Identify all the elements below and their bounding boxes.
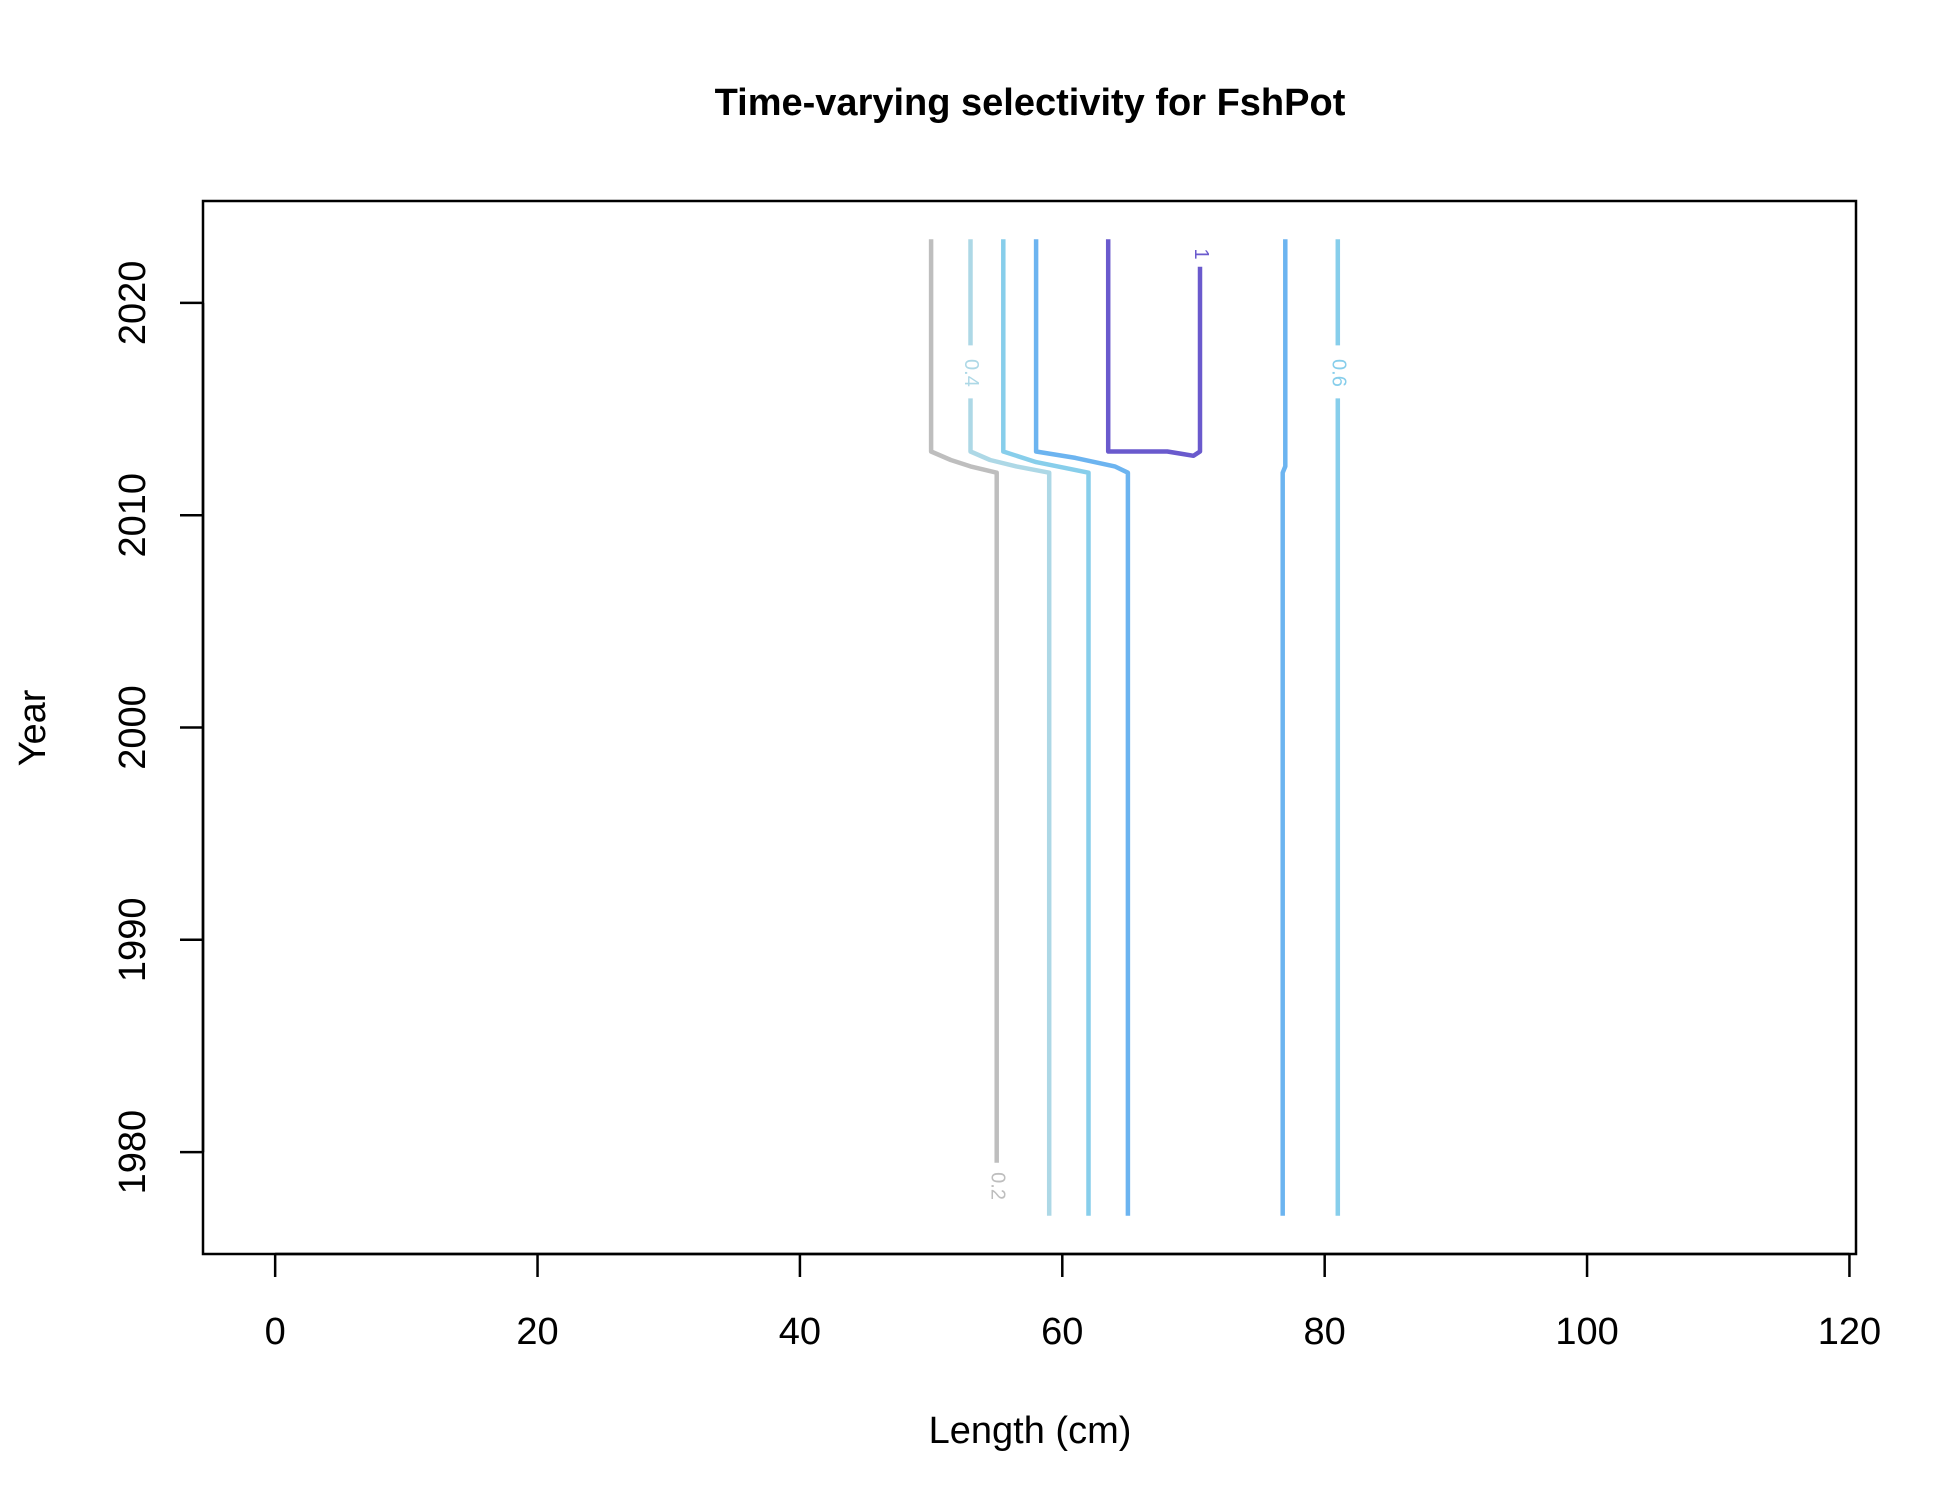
contour-line bbox=[1280, 239, 1288, 1216]
contour-lines bbox=[928, 239, 1341, 1216]
x-axis-label: Length (cm) bbox=[929, 1410, 1132, 1452]
y-tick-label: 2000 bbox=[112, 685, 154, 770]
contour-label: 1 bbox=[1190, 249, 1212, 260]
contour-line bbox=[928, 239, 999, 1163]
x-tick-label: 0 bbox=[265, 1311, 286, 1353]
x-tick-label: 40 bbox=[779, 1311, 821, 1353]
contour-line bbox=[1033, 239, 1131, 1216]
contour-line bbox=[1105, 239, 1203, 459]
contour-line bbox=[968, 398, 1052, 1216]
y-axis-label: Year bbox=[12, 689, 54, 766]
y-tick-label: 1990 bbox=[112, 898, 154, 983]
y-axis: 1980 1990 2000 2010 2020 bbox=[112, 261, 205, 1195]
x-tick-label: 60 bbox=[1041, 1311, 1083, 1353]
x-axis: 0 20 40 60 80 100 120 bbox=[265, 1252, 1881, 1353]
contour-label: 0.4 bbox=[960, 359, 982, 387]
y-tick-label: 1980 bbox=[112, 1110, 154, 1195]
x-tick-label: 80 bbox=[1304, 1311, 1346, 1353]
x-tick-label: 120 bbox=[1818, 1311, 1881, 1353]
x-tick-label: 100 bbox=[1555, 1311, 1618, 1353]
contour-label: 0.2 bbox=[986, 1172, 1008, 1200]
x-tick-label: 20 bbox=[516, 1311, 558, 1353]
plot-frame bbox=[201, 199, 1858, 1256]
chart-title: Time-varying selectivity for FshPot bbox=[715, 82, 1346, 124]
contour-line bbox=[1001, 239, 1091, 1216]
y-tick-label: 2020 bbox=[112, 261, 154, 346]
y-tick-label: 2010 bbox=[112, 473, 154, 558]
contour-label: 0.6 bbox=[1328, 359, 1350, 387]
contour-labels: 0.2 0.4 1 0.6 bbox=[960, 249, 1349, 1200]
